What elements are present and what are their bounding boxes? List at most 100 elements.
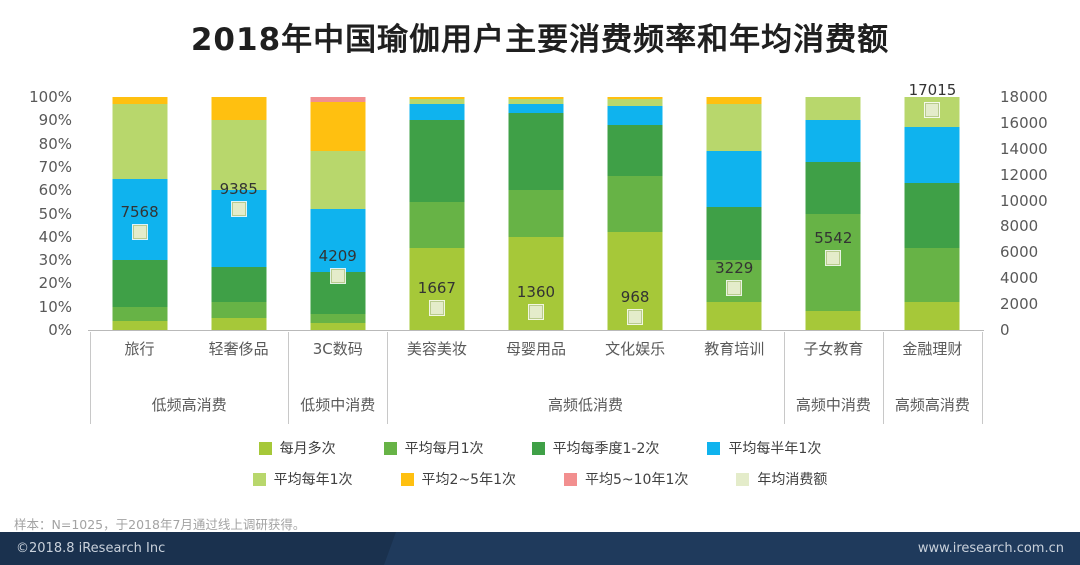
- right-axis-tick: 18000: [1000, 88, 1048, 106]
- bar-segment-monthly-once: [211, 302, 267, 319]
- category-label: 子女教育: [803, 340, 864, 358]
- legend-label: 平均每季度1-2次: [552, 441, 660, 457]
- legend-swatch: [531, 441, 545, 455]
- category-label: 3C数码: [312, 340, 363, 358]
- bar-segment-monthly-multiple: [211, 318, 267, 330]
- copyright-text: ©2018.8 iResearch Inc: [16, 541, 166, 556]
- left-axis-tick: 70%: [38, 157, 72, 176]
- bar-stack: [706, 97, 762, 330]
- bar-column: 9385: [189, 97, 288, 330]
- right-axis-tick: 6000: [1000, 243, 1039, 262]
- bar-segment-yearly-once: [607, 99, 663, 107]
- marker-annual-spend: [925, 102, 940, 117]
- category-label: 教育培训: [704, 340, 765, 358]
- bar-segment-every-2-5-years: [607, 97, 663, 100]
- bar-column: 968: [586, 97, 685, 330]
- bar-segment-yearly-once: [508, 99, 564, 105]
- bar-segment-monthly-once: [112, 306, 168, 321]
- annual-spend-value: 4209: [318, 246, 357, 265]
- website-text: www.iresearch.com.cn: [917, 541, 1064, 556]
- bar-stack: [805, 97, 861, 330]
- bar-segment-yearly-once: [706, 104, 762, 151]
- bar-segment-quarterly-1-2: [112, 260, 168, 307]
- bar-segment-every-2-5-years: [310, 101, 366, 151]
- bar-segment-quarterly-1-2: [211, 267, 267, 303]
- group-labels: 低频高消费 低频中消费 高频低消费 高频中消费 高频高消费: [90, 386, 982, 422]
- category-label: 美容美妆: [406, 340, 467, 358]
- right-axis-tick: 0: [1000, 321, 1010, 339]
- legend-swatch: [252, 472, 266, 486]
- left-axis-tick: 40%: [38, 227, 72, 246]
- annual-spend-value: 1667: [417, 279, 456, 298]
- legend-item: 平均5~10年1次: [564, 469, 688, 489]
- left-axis-tick: 20%: [38, 274, 72, 293]
- bar-stack: [904, 97, 960, 330]
- bar-segment-quarterly-1-2: [904, 183, 960, 249]
- annual-spend-value: 1360: [516, 283, 556, 302]
- category-label: 母婴用品: [505, 340, 566, 358]
- legend-swatch: [564, 472, 577, 486]
- marker-annual-spend: [132, 225, 147, 240]
- bar-segment-yearly-once: [805, 97, 861, 121]
- marker-annual-spend: [429, 301, 444, 316]
- marker-annual-spend: [727, 281, 742, 296]
- group-label: 低频中消费: [300, 395, 376, 414]
- annual-spend-value: 968: [620, 288, 650, 307]
- left-axis-tick: 30%: [38, 251, 72, 270]
- legend-item: 平均每半年1次: [707, 438, 821, 458]
- bar-segment-every-2-5-years: [211, 97, 267, 121]
- chart-title: 2018年中国瑜伽用户主要消费频率和年均消费额: [190, 22, 890, 58]
- right-axis-tick: 8000: [1000, 217, 1039, 236]
- left-axis-tick: 80%: [38, 134, 72, 153]
- footer-bar: ©2018.8 iResearch Inc www.iresearch.com.…: [0, 532, 1080, 565]
- bar-segment-monthly-once: [409, 201, 465, 249]
- bar-segment-monthly-multiple: [805, 311, 861, 330]
- bar-segment-monthly-multiple: [409, 248, 465, 330]
- legend-label: 平均5~10年1次: [585, 472, 689, 488]
- bar-segment-monthly-once: [607, 176, 663, 233]
- legend-item: 每月多次: [258, 438, 336, 458]
- bar-segment-quarterly-1-2: [409, 120, 465, 202]
- right-axis: 0 2000 4000 6000 8000 10000 12000 14000 16000 180…: [994, 88, 1074, 339]
- category-label: 轻奢侈品: [208, 340, 269, 358]
- legend-swatch: [258, 441, 272, 455]
- legend-swatch: [383, 441, 397, 455]
- category-label: 旅行: [124, 340, 155, 358]
- annual-spend-value: 17015: [908, 80, 957, 99]
- bar-segment-yearly-once: [409, 99, 465, 105]
- bar-segment-every-2-5-years: [409, 97, 465, 100]
- bar-segment-monthly-multiple: [112, 320, 168, 330]
- sample-note: 样本：N=1025，于2018年7月通过线上调研获得。: [14, 517, 306, 532]
- bar-segment-half-year-once: [112, 178, 168, 261]
- annual-spend-value: 7568: [120, 203, 159, 222]
- annual-spend-value: 3229: [715, 259, 754, 278]
- legend-label: 每月多次: [279, 441, 336, 457]
- bar-segment-monthly-multiple: [706, 302, 762, 330]
- legend-item: 年均消费额: [736, 469, 827, 489]
- bar-segment-quarterly-1-2: [607, 124, 663, 177]
- bar-column: 4209: [288, 97, 387, 330]
- legend-item: 平均2~5年1次: [400, 469, 516, 489]
- right-axis-tick: 2000: [1000, 295, 1039, 314]
- marker-annual-spend: [628, 310, 643, 325]
- left-axis: 0% 10% 20% 30% 40% 50% 60% 70% 80% 90% 100%: [14, 88, 80, 339]
- bar-segment-monthly-once: [904, 248, 960, 303]
- bar-stack: [409, 97, 465, 330]
- bar-segment-half-year-once: [409, 104, 465, 121]
- annual-spend-value: 9385: [219, 179, 258, 198]
- bar-column: 7568: [90, 97, 189, 330]
- left-axis-tick: 60%: [38, 181, 72, 200]
- legend-row-2: 平均每年1次 平均2~5年1次 平均5~10年1次 年均消费额: [252, 469, 827, 489]
- group-label: 高频高消费: [894, 395, 970, 414]
- right-axis-tick: 10000: [1000, 191, 1048, 210]
- right-axis-tick: 14000: [1000, 139, 1048, 158]
- bar-segment-half-year-once: [805, 120, 861, 163]
- left-axis-tick: 90%: [38, 111, 72, 130]
- bar-segment-quarterly-1-2: [805, 162, 861, 214]
- bar-segment-half-year-once: [607, 106, 663, 125]
- marker-annual-spend: [330, 268, 345, 283]
- group-label: 低频高消费: [151, 395, 227, 414]
- category-label: 金融理财: [902, 340, 963, 358]
- bar-column: 5542: [784, 97, 883, 330]
